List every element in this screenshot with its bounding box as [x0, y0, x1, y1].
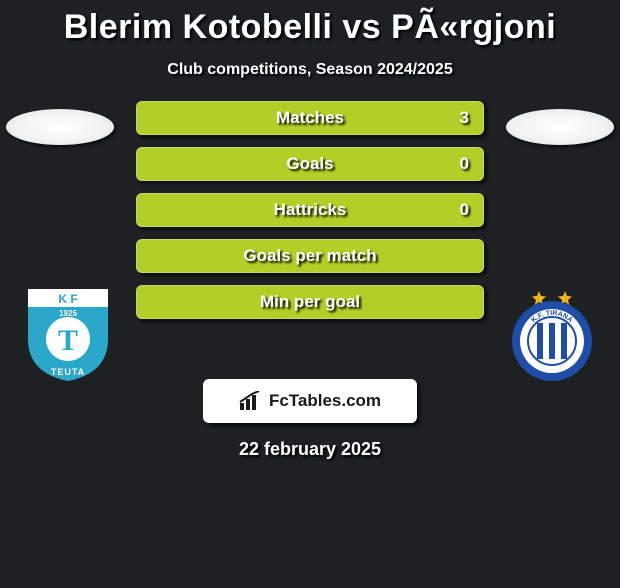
- comparison-panel: K F 1925 T TEUTA K.F. TIRANA Matches 3: [0, 101, 620, 361]
- player-placeholder-left: [6, 109, 114, 145]
- kf-text: K F: [58, 292, 77, 306]
- stat-value: 0: [460, 154, 469, 174]
- watermark-text: FcTables.com: [269, 391, 381, 411]
- stat-label: Goals: [286, 154, 333, 174]
- snapshot-date: 22 february 2025: [0, 439, 620, 460]
- stat-label: Matches: [276, 108, 344, 128]
- stat-row-goals-per-match: Goals per match: [136, 239, 484, 273]
- watermark-badge: FcTables.com: [203, 379, 417, 423]
- stripes: [537, 323, 567, 359]
- stat-bars: Matches 3 Goals 0 Hattricks 0 Goals per …: [136, 101, 484, 319]
- stat-row-goals: Goals 0: [136, 147, 484, 181]
- player-placeholder-right: [506, 109, 614, 145]
- stat-value: 3: [460, 108, 469, 128]
- chart-icon: [239, 391, 263, 411]
- team-crest-right: K.F. TIRANA: [502, 283, 602, 383]
- team-crest-left: K F 1925 T TEUTA: [18, 283, 118, 383]
- teuta-name: TEUTA: [51, 367, 85, 377]
- stat-value: 0: [460, 200, 469, 220]
- stat-label: Goals per match: [243, 246, 376, 266]
- stat-row-min-per-goal: Min per goal: [136, 285, 484, 319]
- stat-row-hattricks: Hattricks 0: [136, 193, 484, 227]
- stat-label: Hattricks: [274, 200, 347, 220]
- stat-label: Min per goal: [260, 292, 360, 312]
- page-title: Blerim Kotobelli vs PÃ«rgjoni: [0, 8, 620, 47]
- year-text: 1925: [59, 309, 77, 318]
- page-subtitle: Club competitions, Season 2024/2025: [0, 61, 620, 79]
- stat-row-matches: Matches 3: [136, 101, 484, 135]
- letter-t: T: [58, 324, 78, 357]
